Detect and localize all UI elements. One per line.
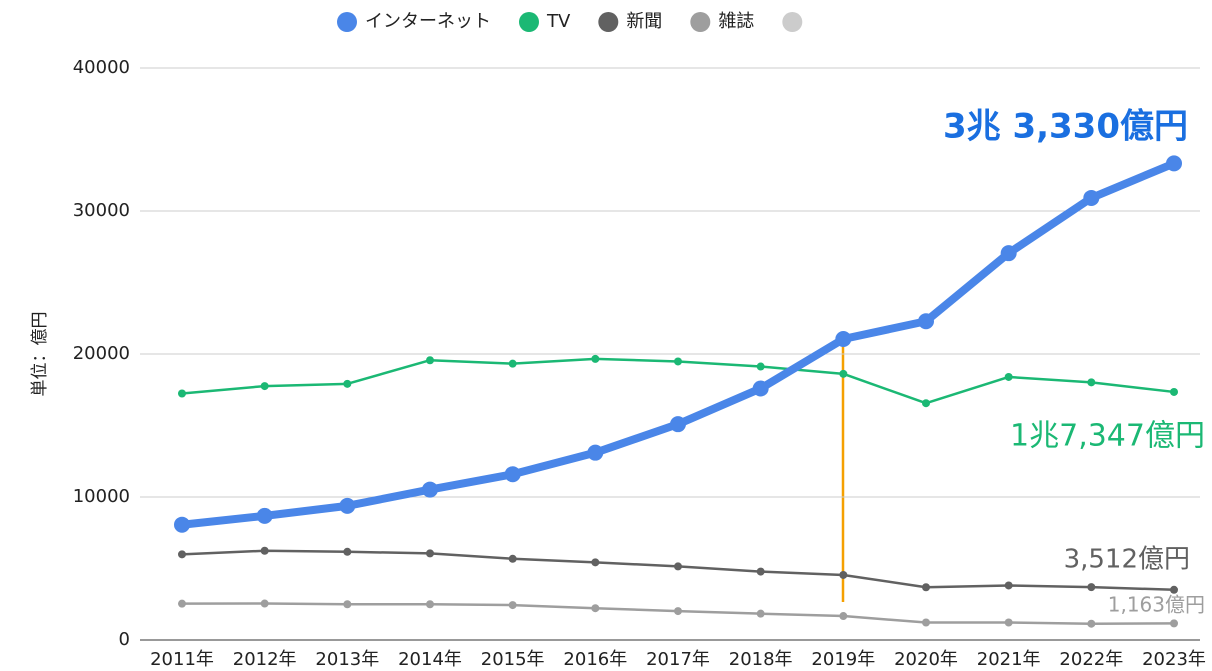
legend-label: TV	[546, 11, 571, 32]
x-tick-label: 2011年	[150, 649, 214, 670]
point	[752, 380, 769, 397]
legend-swatch	[598, 12, 619, 32]
point	[178, 550, 186, 559]
point	[587, 444, 604, 461]
point	[756, 609, 765, 618]
point	[508, 601, 517, 610]
point	[922, 618, 930, 627]
annotation: 3,512億円	[1064, 545, 1190, 575]
point	[260, 599, 269, 608]
point	[343, 379, 352, 388]
point	[1004, 372, 1013, 381]
point	[260, 382, 269, 391]
point	[1166, 155, 1182, 172]
point	[918, 313, 934, 330]
x-tick-label: 2018年	[729, 649, 793, 670]
point	[426, 356, 434, 365]
point	[1170, 585, 1178, 594]
point	[922, 399, 930, 408]
point	[256, 507, 273, 524]
point	[178, 389, 186, 398]
point	[839, 612, 848, 621]
point	[343, 600, 352, 609]
legend-label: 雑誌	[718, 11, 754, 32]
point	[1004, 618, 1013, 627]
series-line	[181, 357, 1175, 405]
point	[674, 562, 682, 571]
series-line	[181, 159, 1176, 529]
y-tick-label: 30000	[73, 200, 130, 221]
x-tick-label: 2023年	[1142, 649, 1206, 670]
point	[1000, 245, 1017, 262]
x-tick-label: 2022年	[1059, 649, 1123, 670]
point	[426, 549, 434, 558]
annotation: 3兆 3,330億円	[943, 107, 1188, 147]
point	[339, 497, 356, 514]
point	[508, 359, 517, 368]
point	[670, 416, 686, 433]
point	[178, 599, 186, 608]
point	[674, 607, 682, 616]
point	[756, 567, 765, 576]
point	[839, 369, 848, 378]
legend-swatch	[337, 12, 357, 32]
x-tick-label: 2016年	[563, 649, 627, 670]
y-tick-label: 40000	[73, 57, 130, 78]
point	[343, 547, 352, 556]
point	[1170, 619, 1178, 628]
point	[591, 604, 600, 613]
point	[591, 354, 600, 363]
point	[426, 600, 434, 609]
point	[174, 516, 190, 533]
x-tick-label: 2021年	[977, 649, 1041, 670]
legend-label: 新聞	[626, 11, 662, 32]
point	[591, 558, 600, 567]
point	[1004, 581, 1013, 590]
x-tick-label: 2020年	[894, 649, 958, 670]
y-tick-label: 20000	[73, 343, 130, 364]
annotation: 1,163億円	[1108, 593, 1205, 617]
point	[422, 481, 438, 498]
annotation: 1兆7,347億円	[1010, 419, 1205, 454]
point	[835, 331, 852, 348]
y-axis-label: 単位：億円	[30, 312, 50, 397]
point	[260, 546, 269, 555]
x-tick-label: 2014年	[398, 649, 462, 670]
point	[1083, 189, 1100, 206]
point	[1087, 378, 1096, 387]
x-tick-label: 2015年	[481, 649, 545, 670]
point	[839, 570, 848, 579]
point	[674, 357, 682, 366]
point	[1087, 619, 1096, 628]
point	[756, 362, 765, 371]
y-tick-label: 0	[119, 629, 130, 650]
x-tick-label: 2019年	[811, 649, 875, 670]
x-tick-label: 2013年	[315, 649, 379, 670]
point	[922, 583, 930, 592]
legend-label: インターネット	[365, 11, 491, 32]
legend-swatch	[519, 12, 539, 32]
point	[1087, 583, 1096, 592]
y-tick-label: 10000	[73, 486, 130, 507]
legend-swatch	[782, 12, 803, 32]
point	[508, 554, 517, 563]
legend-swatch	[690, 12, 711, 32]
point	[504, 466, 521, 483]
x-tick-label: 2017年	[646, 649, 710, 670]
point	[1170, 387, 1178, 396]
x-tick-label: 2012年	[233, 649, 297, 670]
